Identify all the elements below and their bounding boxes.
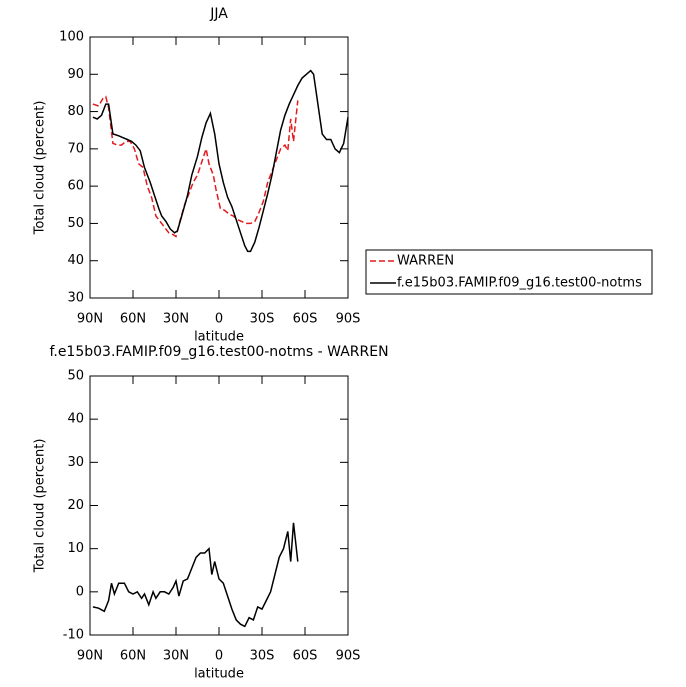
y-tick-label: 90 [67,67,84,82]
y-tick-label: 0 [76,584,84,599]
y-tick-label: 30 [67,455,84,470]
y-tick-label: 80 [67,104,84,119]
x-axis-label: latitude [194,330,244,345]
x-tick-label: 30S [250,312,275,327]
data-line [92,522,299,628]
x-tick-label: 30N [163,312,189,327]
data-line [92,69,349,253]
chart-title: f.e15b03.FAMIP.f09_g16.test00-notms - WA… [49,344,388,360]
x-tick-label: 30N [163,649,189,664]
y-tick-label: 50 [67,369,84,384]
x-tick-label: 0 [215,649,223,664]
plot-frame [89,375,349,636]
x-axis-label: latitude [194,667,244,682]
y-axis-label: Total cloud (percent) [33,439,48,574]
y-tick-label: 10 [67,541,84,556]
x-tick-label: 30S [250,649,275,664]
legend-box [365,249,653,295]
x-tick-label: 60N [120,312,146,327]
y-tick-label: 50 [67,216,84,231]
y-tick-label: 60 [67,179,84,194]
y-tick-label: 40 [67,253,84,268]
y-tick-label: 40 [67,412,84,427]
y-tick-label: 20 [67,498,84,513]
y-tick-label: 100 [59,30,84,45]
chart-title: JJA [209,6,228,22]
y-tick-label: -10 [63,628,84,643]
x-tick-label: 90N [77,312,103,327]
x-tick-label: 90S [336,649,361,664]
legend-label: WARREN [397,254,454,269]
plot-frame [89,36,349,299]
y-tick-label: 30 [67,291,84,306]
x-tick-label: 60S [293,649,318,664]
y-axis-label: Total cloud (percent) [33,101,48,236]
y-tick-label: 70 [67,141,84,156]
x-tick-label: 0 [215,312,223,327]
data-line [92,95,299,238]
x-tick-label: 60S [293,312,318,327]
x-tick-label: 90N [77,649,103,664]
x-tick-label: 60N [120,649,146,664]
x-tick-label: 90S [336,312,361,327]
legend-label: f.e15b03.FAMIP.f09_g16.test00-notms [397,276,642,291]
